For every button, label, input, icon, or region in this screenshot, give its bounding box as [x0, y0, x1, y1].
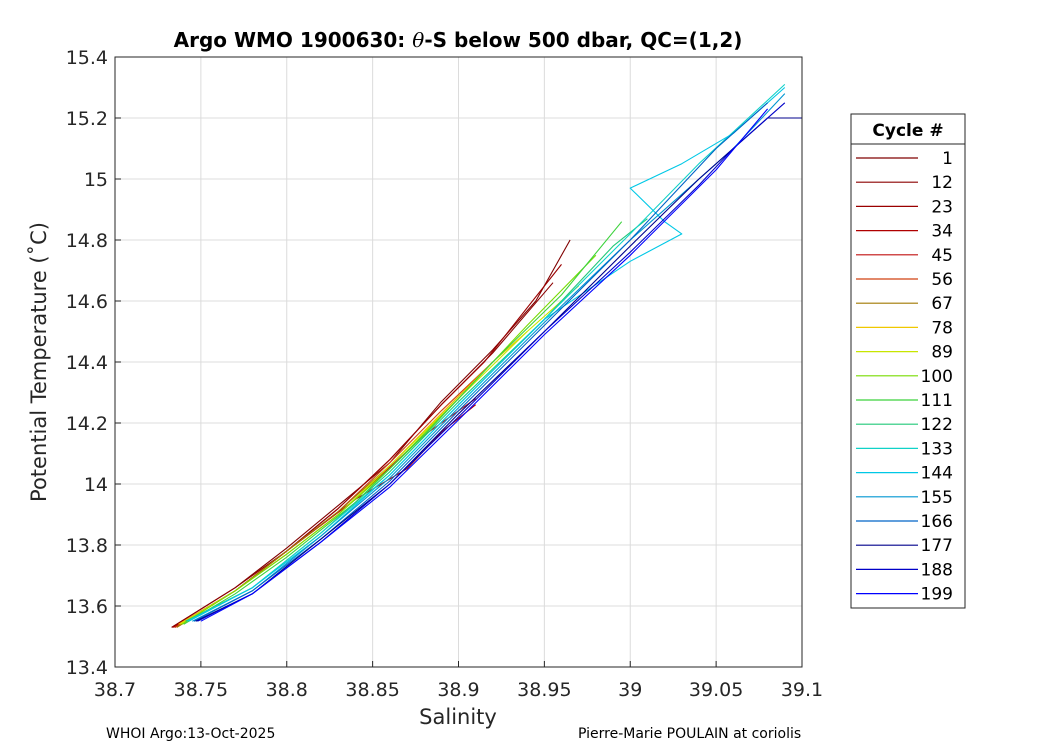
- y-axis-label: Potential Temperature (˚C): [27, 222, 51, 502]
- x-tick-label: 39.1: [781, 679, 823, 701]
- legend-label-cycle-100: 100: [921, 367, 953, 387]
- y-tick-label: 15.4: [66, 47, 108, 69]
- legend-label-cycle-45: 45: [931, 246, 953, 266]
- y-tick-label: 15: [84, 169, 108, 191]
- chart-title: Argo WMO 1900630: θ-S below 500 dbar, QC…: [174, 28, 743, 52]
- series-line-cycle-34: [173, 404, 477, 628]
- legend-label-cycle-166: 166: [921, 512, 953, 532]
- legend-box: [850, 113, 966, 609]
- legend-label-cycle-34: 34: [931, 222, 953, 242]
- series-line-cycle-100: [181, 254, 597, 625]
- series-line-cycle-78: [178, 331, 528, 625]
- y-tick-label: 14: [84, 474, 108, 496]
- x-tick-label: 38.9: [437, 679, 479, 701]
- legend-label-cycle-89: 89: [931, 343, 953, 363]
- series-line-cycle-23: [173, 264, 562, 628]
- series-line-cycle-1: [171, 239, 571, 628]
- x-tick-label: 39: [618, 679, 642, 701]
- series-line-cycle-67: [176, 361, 494, 628]
- y-tick-label: 14.8: [66, 230, 108, 252]
- y-tick-label: 14.4: [66, 352, 108, 374]
- y-tick-label: 15.2: [66, 108, 108, 130]
- legend-label-cycle-78: 78: [931, 318, 953, 338]
- y-tick-label: 14.6: [66, 291, 108, 313]
- legend-title: Cycle #: [872, 121, 943, 141]
- legend-label-cycle-133: 133: [921, 439, 953, 459]
- legend-label-cycle-122: 122: [921, 415, 953, 435]
- legend-label-cycle-23: 23: [931, 197, 953, 217]
- y-tick-label: 13.8: [66, 535, 108, 557]
- x-axis-label: Salinity: [419, 705, 497, 729]
- legend-entries: 1 12 23 34 45 56 67 78 89 100 111 122 133 144 155 166 17…: [856, 149, 953, 605]
- footer-source: WHOI Argo:13-Oct-2025: [106, 726, 276, 742]
- tick-layer: 38.7 38.75 38.8 38.85 38.9 38.95 39 39.05 39.1 13…: [66, 47, 823, 701]
- series-line-cycle-133: [186, 83, 786, 622]
- title-theta: θ: [412, 28, 424, 52]
- legend-label-cycle-67: 67: [931, 294, 953, 314]
- x-tick-label: 38.85: [345, 679, 399, 701]
- y-tick-label: 13.6: [66, 596, 108, 618]
- title-suffix: -S below 500 dbar, QC=(1,2): [424, 28, 742, 52]
- legend-label-cycle-56: 56: [931, 270, 953, 290]
- x-tick-label: 38.8: [266, 679, 308, 701]
- x-tick-label: 38.7: [94, 679, 136, 701]
- legend-label-cycle-111: 111: [921, 391, 953, 411]
- series-line-cycle-199: [200, 108, 769, 622]
- legend-label-cycle-199: 199: [921, 585, 953, 605]
- legend-label-cycle-12: 12: [931, 173, 953, 193]
- legend: Cycle # 1 12 23 34 45 56 67 78 89 100 111 122 133 144…: [850, 113, 966, 609]
- legend-label-cycle-155: 155: [921, 488, 953, 508]
- y-tick-label: 13.4: [66, 657, 108, 679]
- grid-layer: [114, 56, 803, 668]
- series-line-cycle-111: [183, 221, 623, 625]
- legend-label-cycle-144: 144: [921, 464, 953, 484]
- series-layer: [171, 83, 802, 628]
- x-tick-label: 38.95: [517, 679, 571, 701]
- legend-label-cycle-1: 1: [942, 149, 953, 169]
- series-line-cycle-166: [193, 102, 768, 622]
- series-line-cycle-56: [174, 361, 494, 628]
- series-line-cycle-122: [185, 218, 648, 622]
- title-prefix: Argo WMO 1900630:: [174, 28, 413, 52]
- x-tick-label: 39.05: [689, 679, 743, 701]
- series-line-cycle-12: [171, 282, 554, 628]
- legend-label-cycle-188: 188: [921, 560, 953, 580]
- y-tick-label: 14.2: [66, 413, 108, 435]
- footer-credit: Pierre-Marie POULAIN at coriolis: [578, 726, 802, 742]
- legend-label-cycle-177: 177: [921, 536, 953, 556]
- x-tick-label: 38.75: [174, 679, 228, 701]
